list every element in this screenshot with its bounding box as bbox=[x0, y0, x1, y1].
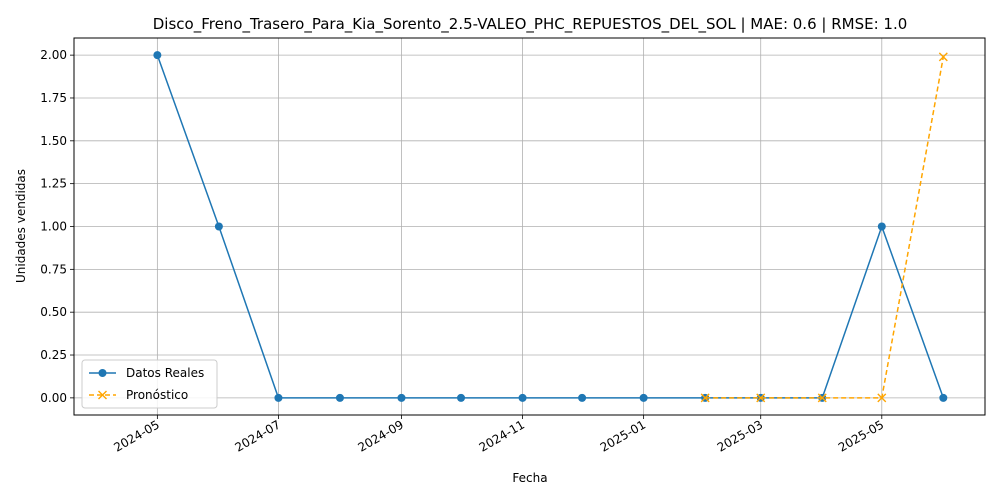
data-point-pronostico bbox=[938, 52, 948, 62]
y-tick-label: 1.00 bbox=[40, 220, 67, 234]
y-tick-label: 1.25 bbox=[40, 177, 67, 191]
data-point-datos-reales bbox=[397, 393, 406, 402]
data-point-datos-reales bbox=[274, 393, 283, 402]
grid bbox=[74, 38, 985, 415]
data-point-datos-reales bbox=[639, 393, 648, 402]
series-layer bbox=[153, 51, 948, 403]
chart-title: Disco_Freno_Trasero_Para_Kia_Sorento_2.5… bbox=[153, 15, 908, 34]
x-axis-label: Fecha bbox=[512, 471, 547, 485]
data-point-pronostico bbox=[817, 393, 827, 403]
data-point-datos-reales bbox=[335, 393, 344, 402]
y-tick-label: 1.75 bbox=[40, 91, 67, 105]
data-point-datos-reales bbox=[939, 393, 948, 402]
x-marker-stroke bbox=[98, 390, 107, 400]
data-point-datos-reales bbox=[518, 393, 527, 402]
y-axis-label: Unidades vendidas bbox=[14, 169, 28, 283]
data-point-datos-reales bbox=[457, 393, 466, 402]
data-point-pronostico bbox=[700, 393, 710, 403]
legend-label-datos-reales: Datos Reales bbox=[126, 366, 204, 380]
y-tick-label: 0.50 bbox=[40, 305, 67, 319]
x-marker-stroke bbox=[877, 393, 887, 403]
x-marker-stroke bbox=[938, 52, 948, 62]
legend-label-pronostico: Pronóstico bbox=[126, 388, 188, 402]
x-marker-stroke bbox=[700, 393, 710, 403]
x-marker-stroke bbox=[756, 393, 766, 403]
y-tick-label: 1.50 bbox=[40, 134, 67, 148]
y-tick-label: 0.00 bbox=[40, 391, 67, 405]
y-tick-label: 2.00 bbox=[40, 48, 67, 62]
data-point-datos-reales bbox=[214, 222, 223, 231]
data-point-pronostico bbox=[756, 393, 766, 403]
x-marker-stroke bbox=[817, 393, 827, 403]
legend: Datos Reales Pronóstico bbox=[81, 359, 218, 409]
legend-box bbox=[81, 359, 218, 409]
series-line-pronostico bbox=[705, 56, 945, 399]
data-point-datos-reales bbox=[578, 393, 587, 402]
legend-marker-pronostico bbox=[98, 390, 107, 400]
y-tick-label: 0.25 bbox=[40, 348, 67, 362]
data-point-pronostico bbox=[877, 393, 887, 403]
legend-marker-datos-reales bbox=[98, 369, 107, 377]
data-point-datos-reales bbox=[153, 51, 162, 60]
y-tick-label: 0.75 bbox=[40, 262, 67, 276]
data-point-datos-reales bbox=[877, 222, 886, 231]
legend-x-marker bbox=[98, 390, 107, 400]
